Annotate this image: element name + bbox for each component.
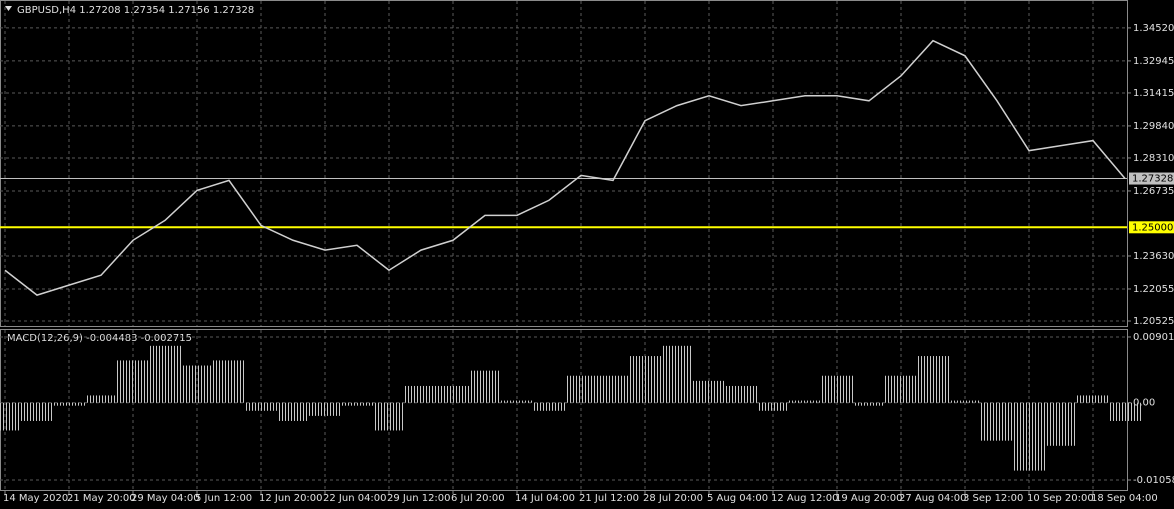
macd-bar [949, 400, 981, 403]
y-tick-label: 1.32945 [1133, 56, 1174, 67]
x-tick-label: 21 May 20:00 [67, 493, 136, 504]
macd-bar [821, 375, 853, 403]
y-tick-label: 1.31415 [1133, 88, 1174, 99]
macd-bar [917, 356, 949, 403]
level-label-box [1129, 221, 1174, 234]
macd-bar [85, 395, 117, 403]
x-tick-label: 3 Sep 12:00 [963, 493, 1023, 504]
level-label-box [1129, 172, 1174, 185]
y-tick-label: 1.28310 [1133, 153, 1174, 164]
x-tick-label: 28 Jul 20:00 [643, 493, 703, 504]
macd-bar [661, 345, 693, 403]
x-tick-label: 27 Aug 04:00 [899, 493, 966, 504]
macd-bar [1045, 402, 1077, 446]
macd-title: MACD(12,26,9) -0.004483 -0.002715 [7, 333, 192, 344]
macd-bar [1109, 402, 1141, 421]
x-tick-label: 14 May 2020 [3, 493, 68, 504]
macd-bar [693, 380, 725, 403]
macd-bar [277, 402, 309, 421]
x-tick-label: 22 Jun 04:00 [323, 493, 387, 504]
macd-bar [629, 356, 661, 403]
macd-bar [565, 375, 597, 403]
chart-title: GBPUSD,H4 1.27208 1.27354 1.27156 1.2732… [17, 5, 254, 16]
x-tick-label: 29 Jun 12:00 [387, 493, 451, 504]
macd-bar [725, 385, 757, 403]
price-line [4, 39, 1126, 296]
macd-bar [533, 402, 565, 411]
macd-bar [757, 402, 789, 411]
y-tick-label: 1.34520 [1133, 23, 1174, 34]
level-label: 1.27328 [1132, 174, 1173, 185]
macd-bar [885, 375, 917, 403]
x-tick-label: 21 Jul 12:00 [579, 493, 639, 504]
macd-bar [469, 370, 501, 403]
x-tick-label: 18 Sep 04:00 [1091, 493, 1158, 504]
level-label: 1.25000 [1132, 222, 1173, 233]
macd-bar [373, 402, 405, 431]
y-tick-label: 1.23630 [1133, 251, 1174, 262]
x-tick-label: 12 Jun 20:00 [259, 493, 323, 504]
macd-bar [341, 402, 373, 406]
x-tick-label: 10 Sep 20:00 [1027, 493, 1094, 504]
macd-bar [981, 402, 1013, 441]
y-tick-label: -0.010589 [1133, 475, 1174, 486]
price-panel-border [0, 0, 1128, 327]
y-tick-label: 0.009014 [1133, 332, 1174, 343]
macd-bar [309, 402, 341, 416]
x-tick-label: 19 Aug 20:00 [835, 493, 902, 504]
macd-bar [405, 385, 437, 403]
macd-bar [501, 400, 533, 403]
macd-bar [437, 385, 469, 403]
macd-bar [149, 345, 181, 403]
x-tick-label: 5 Jun 12:00 [195, 493, 252, 504]
macd-bar [0, 402, 21, 431]
macd-bar [21, 402, 53, 421]
macd-bar [213, 360, 245, 403]
x-tick-label: 12 Aug 12:00 [771, 493, 838, 504]
x-tick-label: 6 Jul 20:00 [451, 493, 505, 504]
macd-bar [117, 360, 149, 403]
macd-bar [181, 365, 213, 403]
macd-bar [597, 375, 629, 403]
macd-bar [789, 400, 821, 403]
macd-bar [1077, 395, 1109, 403]
x-tick-label: 29 May 04:00 [131, 493, 200, 504]
y-tick-label: 1.22055 [1133, 284, 1174, 295]
x-tick-label: 14 Jul 04:00 [515, 493, 575, 504]
y-tick-label: 1.29840 [1133, 121, 1174, 132]
menu-arrow[interactable] [5, 6, 12, 11]
y-tick-label: 1.26735 [1133, 186, 1174, 197]
y-tick-label: 0.00 [1133, 398, 1155, 409]
x-tick-label: 5 Aug 04:00 [707, 493, 768, 504]
y-tick-label: 1.20525 [1133, 316, 1174, 327]
macd-bar [245, 402, 277, 411]
macd-bar [53, 402, 85, 406]
macd-bar [1013, 402, 1045, 471]
macd-bar [853, 402, 885, 406]
